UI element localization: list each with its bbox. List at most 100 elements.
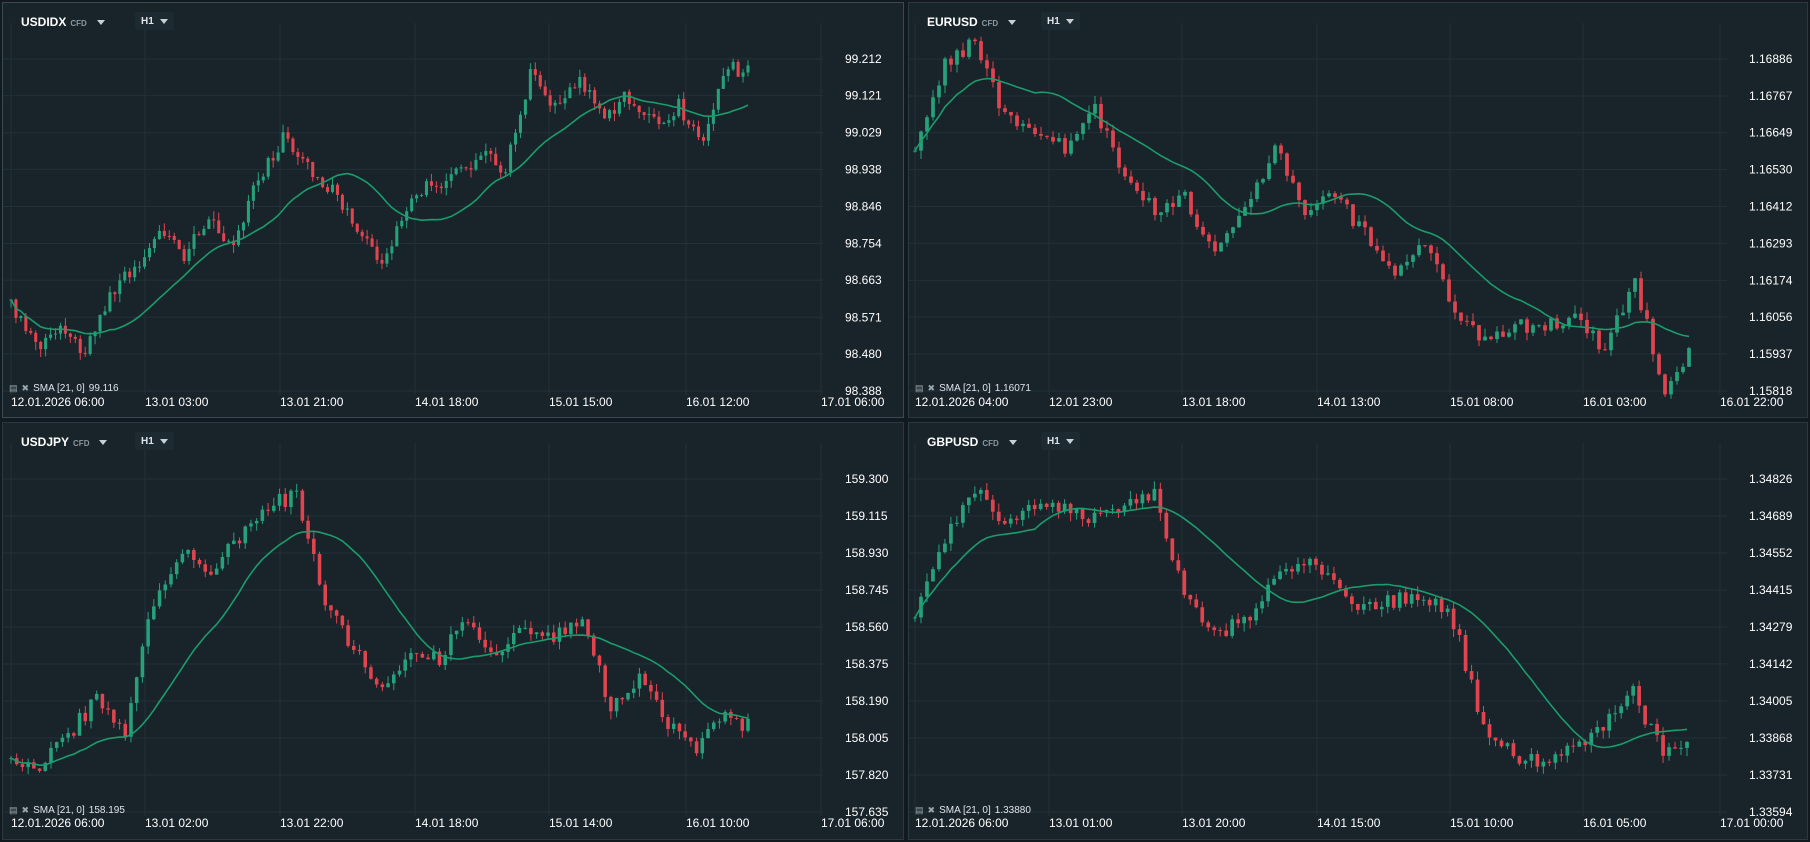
y-tick-label: 158.930 (845, 546, 889, 560)
candle (484, 143, 488, 164)
candle (1015, 112, 1019, 130)
candle (546, 625, 550, 639)
chart-panel-gbpusd[interactable]: GBPUSD CFD H1 1.34826 1.34689 1.34552 1.344… (908, 422, 1808, 840)
hide-indicator-icon[interactable]: ▤ (9, 805, 18, 815)
indicator-value: 1.16071 (994, 383, 1031, 394)
close-indicator-icon[interactable]: ✖ (21, 805, 30, 815)
price-chart[interactable]: 159.300 159.115 158.930 158.745 158.560 158.3… (3, 423, 904, 840)
candle-body (197, 559, 202, 565)
candle (454, 166, 458, 176)
candle (726, 66, 730, 82)
candle (1314, 556, 1318, 571)
timeframe-selector[interactable]: H1 (135, 12, 174, 30)
candle-body (395, 226, 399, 247)
candle (1009, 111, 1013, 124)
candle-body (286, 132, 290, 139)
candle (1260, 595, 1264, 614)
candle-body (961, 50, 965, 57)
x-axis: 12.01.2026 06:00 13.01 01:00 13.01 20:00 14… (915, 816, 1784, 830)
timeframe-selector[interactable]: H1 (135, 432, 174, 450)
candle (113, 291, 117, 302)
hide-indicator-icon[interactable]: ▤ (915, 383, 924, 393)
symbol-selector[interactable]: USDIDX CFD (21, 13, 105, 31)
candle (1308, 557, 1312, 574)
candle (996, 503, 1001, 525)
close-indicator-icon[interactable]: ✖ (927, 805, 936, 815)
candle-body (152, 606, 156, 620)
candle-body (186, 550, 190, 554)
candle (563, 90, 567, 110)
chevron-down-icon[interactable] (99, 439, 108, 445)
candle (979, 36, 983, 64)
candle-body (529, 627, 533, 635)
candle-body (1427, 599, 1432, 606)
candle-body (414, 653, 419, 655)
candle-body (1387, 261, 1391, 266)
candle-body (1272, 578, 1276, 585)
candle-body (1609, 332, 1613, 351)
candle-body (1543, 325, 1547, 331)
candle-body (672, 116, 676, 121)
close-indicator-icon[interactable]: ✖ (21, 383, 30, 393)
timeframe-selector[interactable]: H1 (1041, 12, 1080, 30)
candle-body (1189, 191, 1193, 215)
chevron-down-icon[interactable] (159, 18, 168, 24)
chevron-down-icon[interactable] (1008, 19, 1017, 25)
candle-body (1224, 630, 1229, 636)
price-chart[interactable]: 99.212 99.121 99.029 98.938 98.846 98.754 98.6… (3, 3, 904, 418)
chart-panel-usdjpy[interactable]: USDJPY CFD H1 159.300 159.115 158.930 158.7… (2, 422, 904, 840)
chevron-down-icon[interactable] (159, 438, 168, 444)
symbol-selector[interactable]: EURUSD CFD (927, 13, 1017, 31)
candle (1327, 190, 1331, 198)
hide-indicator-icon[interactable]: ▤ (9, 383, 18, 393)
candle (1302, 558, 1306, 574)
chevron-down-icon[interactable] (96, 19, 105, 25)
hide-indicator-icon[interactable]: ▤ (915, 805, 924, 815)
instrument-type-badge: CFD (982, 439, 999, 448)
candle-body (157, 230, 161, 240)
candle (167, 230, 171, 241)
chevron-down-icon[interactable] (1065, 18, 1074, 24)
candle-body (517, 627, 522, 633)
candle (1475, 671, 1480, 715)
candle-body (540, 632, 545, 636)
x-tick-label: 16.01 05:00 (1583, 816, 1647, 830)
candle-body (192, 234, 196, 249)
candle-body (706, 729, 710, 739)
candle (1631, 683, 1635, 704)
candle (955, 48, 959, 73)
indicator-value: 158.195 (88, 805, 125, 816)
symbol-selector[interactable]: GBPUSD CFD (927, 433, 1017, 451)
candle (1417, 238, 1421, 258)
close-indicator-icon[interactable]: ✖ (927, 383, 936, 393)
candle-body (1423, 245, 1427, 247)
y-tick-label: 1.16056 (1749, 310, 1793, 324)
candle (1171, 195, 1175, 216)
candle (1649, 723, 1653, 726)
x-tick-label: 13.01 20:00 (1182, 816, 1246, 830)
y-tick-label: 158.375 (845, 657, 889, 671)
candle-body (591, 635, 596, 656)
candle (1591, 326, 1595, 341)
candle (420, 193, 424, 198)
candle (355, 223, 359, 235)
candle (420, 651, 425, 658)
candle-body (24, 316, 28, 331)
candle-body (726, 69, 730, 76)
chart-panel-eurusd[interactable]: EURUSD CFD H1 1.16886 1.16767 1.16649 1.165… (908, 2, 1808, 418)
candle (1212, 625, 1217, 637)
timeframe-selector[interactable]: H1 (1041, 432, 1080, 450)
candle-body (1063, 138, 1067, 154)
y-tick-label: 158.745 (845, 583, 889, 597)
price-chart[interactable]: 1.34826 1.34689 1.34552 1.34415 1.34279 1.341… (909, 423, 1808, 840)
y-tick-label: 158.560 (845, 620, 889, 634)
candle (43, 761, 48, 772)
candle (29, 327, 33, 336)
candle-body (449, 634, 453, 656)
candle (972, 486, 977, 502)
chevron-down-icon[interactable] (1008, 439, 1017, 445)
chart-panel-usdidx[interactable]: USDIDX CFD H1 99.212 99.121 99.029 98.938 98… (2, 2, 904, 418)
symbol-selector[interactable]: USDJPY CFD (21, 433, 108, 451)
price-chart[interactable]: 1.16886 1.16767 1.16649 1.16530 1.16412 1.162… (909, 3, 1808, 418)
chevron-down-icon[interactable] (1065, 438, 1074, 444)
